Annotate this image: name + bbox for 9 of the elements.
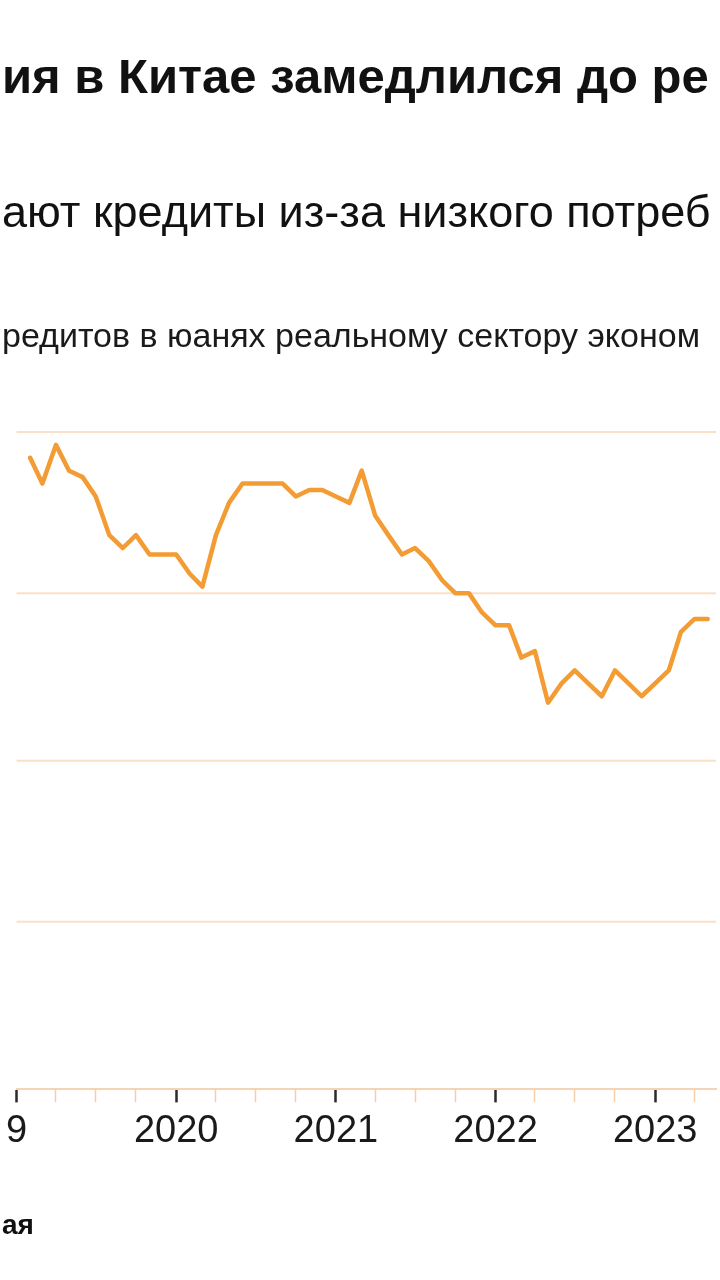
x-tick-label: 9	[6, 1107, 28, 1150]
x-tick-label: 2021	[293, 1107, 379, 1150]
x-tick-label: 2020	[133, 1107, 219, 1150]
text: ая	[2, 1208, 34, 1242]
chart-subtitle: ают кредиты из-за низкого потреб	[2, 186, 711, 238]
x-tick-label: 2022	[453, 1107, 538, 1150]
x-tick-label: 2023	[612, 1107, 698, 1150]
y-axis-title: редитов в юанях реальному сектору эконом	[2, 316, 701, 356]
chart-title: ия в Китае замедлился до ре	[2, 48, 709, 105]
